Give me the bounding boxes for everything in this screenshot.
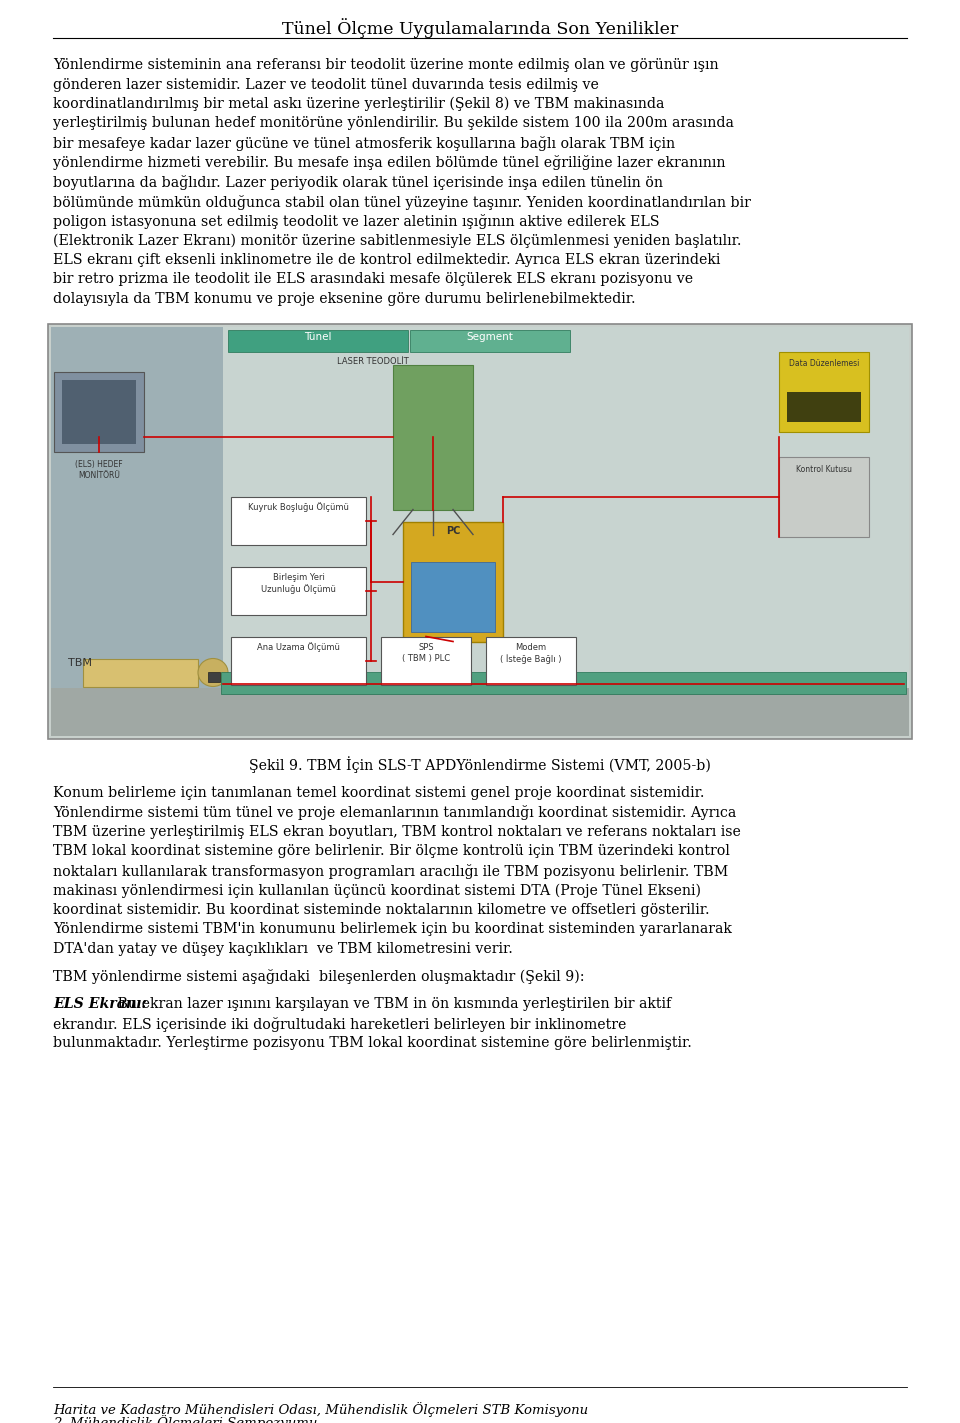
Bar [381,636,471,684]
Text: Ana Uzama Ölçümü: Ana Uzama Ölçümü [257,643,340,652]
Text: DTA'dan yatay ve düşey kaçıklıkları  ve TBM kilometresini verir.: DTA'dan yatay ve düşey kaçıklıkları ve T… [53,942,513,956]
Text: Yönlendirme sistemi TBM'in konumunu belirlemek için bu koordinat sisteminden yar: Yönlendirme sistemi TBM'in konumunu beli… [53,922,732,936]
Text: Kuyruk Boşluğu Ölçümü: Kuyruk Boşluğu Ölçümü [248,502,348,512]
Text: TBM üzerine yerleştirilmiş ELS ekran boyutları, TBM kontrol noktaları ve referan: TBM üzerine yerleştirilmiş ELS ekran boy… [53,825,741,840]
Bar [231,497,366,545]
Text: PC: PC [445,527,460,536]
Text: bir mesafeye kadar lazer gücüne ve tünel atmosferik koşullarına bağlı olarak TBM: bir mesafeye kadar lazer gücüne ve tünel… [53,137,675,151]
Bar [393,364,473,509]
Text: Şekil 9. TBM İçin SLS-T APDYönlendirme Sistemi (VMT, 2005-b): Şekil 9. TBM İçin SLS-T APDYönlendirme S… [249,757,711,773]
Text: ELS ekranı çift eksenli inklinometre ile de kontrol edilmektedir. Ayrıca ELS ekr: ELS ekranı çift eksenli inklinometre ile… [53,253,720,268]
Text: bir retro prizma ile teodolit ile ELS arasındaki mesafe ölçülerek ELS ekranı poz: bir retro prizma ile teodolit ile ELS ar… [53,272,693,286]
Bar [787,391,861,421]
Text: bulunmaktadır. Yerleştirme pozisyonu TBM lokal koordinat sistemine göre belirlen: bulunmaktadır. Yerleştirme pozisyonu TBM… [53,1036,692,1050]
Text: Kontrol Kutusu: Kontrol Kutusu [796,464,852,474]
Bar [403,521,503,642]
Text: Tünel Ölçme Uygulamalarında Son Yenilikler: Tünel Ölçme Uygulamalarında Son Yenilikl… [282,18,678,38]
Text: yerleştirilmiş bulunan hedef monitörüne yönlendirilir. Bu şekilde sistem 100 ila: yerleştirilmiş bulunan hedef monitörüne … [53,117,733,131]
Bar [411,562,495,632]
Bar [51,326,223,689]
Text: Yönlendirme sistemi tüm tünel ve proje elemanlarının tanımlandığı koordinat sist: Yönlendirme sistemi tüm tünel ve proje e… [53,805,736,821]
Text: dolayısıyla da TBM konumu ve proje eksenine göre durumu belirlenebilmektedir.: dolayısıyla da TBM konumu ve proje eksen… [53,292,636,306]
Bar [54,371,144,451]
Bar [208,672,220,682]
Bar [48,323,912,739]
Text: LASER TEODOLİT: LASER TEODOLİT [337,357,409,366]
Bar [221,672,906,693]
Bar [83,659,198,686]
Text: TBM lokal koordinat sistemine göre belirlenir. Bir ölçme kontrolü için TBM üzeri: TBM lokal koordinat sistemine göre belir… [53,844,730,858]
Bar [231,636,366,684]
Bar [779,457,869,536]
Bar [223,326,909,689]
Text: Bu ekran lazer ışınını karşılayan ve TBM in ön kısmında yerleştirilen bir aktif: Bu ekran lazer ışınını karşılayan ve TBM… [113,998,671,1010]
Text: ekrandır. ELS içerisinde iki doğrultudaki hareketleri belirleyen bir inklinometr: ekrandır. ELS içerisinde iki doğrultudak… [53,1016,626,1032]
Text: bölümünde mümkün olduğunca stabil olan tünel yüzeyine taşınır. Yeniden koordinat: bölümünde mümkün olduğunca stabil olan t… [53,195,751,209]
Text: Modem
( İsteğe Bağlı ): Modem ( İsteğe Bağlı ) [500,643,562,663]
Text: TBM: TBM [68,659,92,669]
Text: koordinatlandırılmış bir metal askı üzerine yerleştirilir (Şekil 8) ve TBM makin: koordinatlandırılmış bir metal askı üzer… [53,97,664,111]
Text: makinası yönlendirmesi için kullanılan üçüncü koordinat sistemi DTA (Proje Tünel: makinası yönlendirmesi için kullanılan ü… [53,884,701,898]
Text: (Elektronik Lazer Ekranı) monitör üzerine sabitlenmesiyle ELS ölçümlenmesi yenid: (Elektronik Lazer Ekranı) monitör üzerin… [53,233,741,248]
Bar [486,636,576,684]
Text: Konum belirleme için tanımlanan temel koordinat sistemi genel proje koordinat si: Konum belirleme için tanımlanan temel ko… [53,785,705,800]
Text: koordinat sistemidir. Bu koordinat sisteminde noktalarının kilometre ve offsetle: koordinat sistemidir. Bu koordinat siste… [53,904,709,916]
Bar [410,330,570,351]
Bar [62,380,136,444]
Ellipse shape [198,659,228,686]
Bar [231,566,366,615]
Text: Yönlendirme sisteminin ana referansı bir teodolit üzerine monte edilmiş olan ve : Yönlendirme sisteminin ana referansı bir… [53,58,719,73]
Text: boyutlarına da bağlıdır. Lazer periyodik olarak tünel içerisinde inşa edilen tün: boyutlarına da bağlıdır. Lazer periyodik… [53,175,663,191]
Text: ELS Ekranı:: ELS Ekranı: [53,998,147,1010]
Text: yönlendirme hizmeti verebilir. Bu mesafe inşa edilen bölümde tünel eğriliğine la: yönlendirme hizmeti verebilir. Bu mesafe… [53,155,726,171]
Text: SPS
( TBM ) PLC: SPS ( TBM ) PLC [402,643,450,663]
Text: Harita ve Kadastro Mühendisleri Odası, Mühendislik Ölçmeleri STB Komisyonu: Harita ve Kadastro Mühendisleri Odası, M… [53,1402,588,1417]
Bar [779,351,869,431]
Text: 2. Mühendislik Ölçmeleri Sempozyumu: 2. Mühendislik Ölçmeleri Sempozyumu [53,1414,318,1423]
Text: Data Düzenlemesi: Data Düzenlemesi [789,360,859,369]
Text: (ELS) HEDEF
MONİTÖRÜ: (ELS) HEDEF MONİTÖRÜ [75,460,123,480]
Text: gönderen lazer sistemidir. Lazer ve teodolit tünel duvarında tesis edilmiş ve: gönderen lazer sistemidir. Lazer ve teod… [53,77,599,91]
Text: poligon istasyonuna set edilmiş teodolit ve lazer aletinin ışığının aktive edile: poligon istasyonuna set edilmiş teodolit… [53,213,660,229]
Text: Tünel: Tünel [304,333,332,343]
Text: noktaları kullanılarak transformasyon programları aracılığı ile TBM pozisyonu be: noktaları kullanılarak transformasyon pr… [53,864,729,879]
Text: TBM yönlendirme sistemi aşağıdaki  bileşenlerden oluşmaktadır (Şekil 9):: TBM yönlendirme sistemi aşağıdaki bileşe… [53,969,585,985]
Text: Segment: Segment [467,333,514,343]
Text: Birleşim Yeri
Uzunluğu Ölçümü: Birleşim Yeri Uzunluğu Ölçümü [261,572,336,593]
Bar [51,687,909,736]
Bar [228,330,408,351]
